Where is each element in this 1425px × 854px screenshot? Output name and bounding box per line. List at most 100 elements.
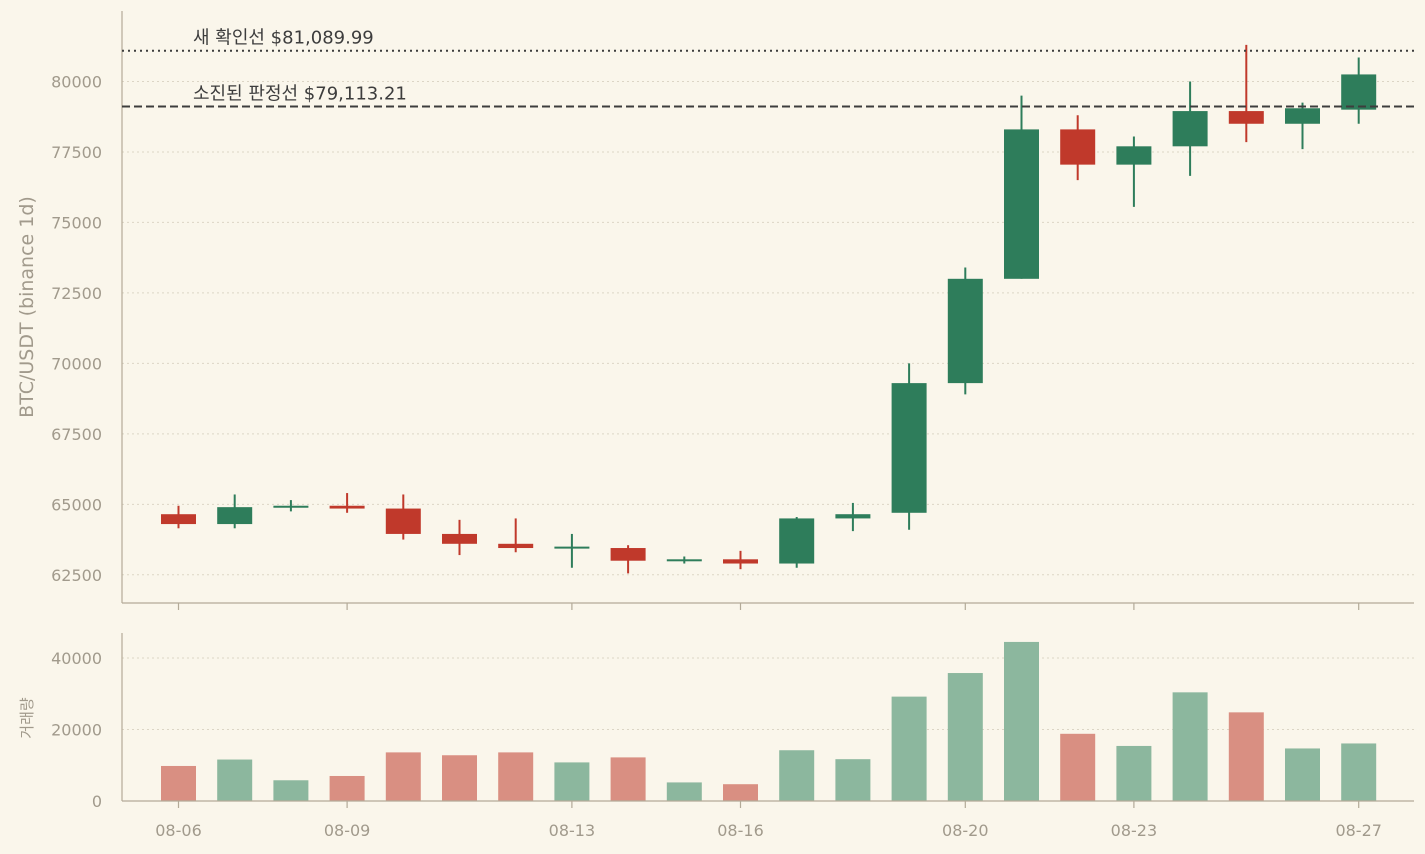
volume-bar-08-09: [329, 775, 365, 801]
candle-body: [554, 546, 590, 549]
annotation-label: 새 확인선 $81,089.99: [193, 28, 374, 49]
price-y-label: BTC/USDT (binance 1d): [16, 196, 38, 418]
volume-bar-08-07: [217, 759, 253, 801]
candle-body: [779, 518, 815, 564]
candle-08-06: [161, 505, 196, 529]
price-y-tick-label: 70000: [51, 354, 102, 373]
candle-body: [161, 514, 196, 525]
volume-bar-08-11: [442, 755, 477, 801]
candle-body: [947, 278, 983, 384]
candle-body: [610, 548, 646, 561]
volume-y-tick-label: 0: [92, 792, 102, 811]
volume-bar-08-10: [385, 752, 421, 801]
candle-body: [498, 543, 534, 549]
candle-08-23: [1116, 136, 1152, 207]
candle-body: [1285, 108, 1320, 124]
price-y-tick-label: 72500: [51, 284, 102, 303]
price-y-tick-label: 77500: [51, 143, 102, 162]
price-y-tick-label: 75000: [51, 213, 102, 232]
volume-bar-08-19: [891, 696, 927, 801]
candle-08-09: [329, 493, 365, 513]
candle-08-18: [835, 502, 871, 532]
candle-08-17: [779, 517, 815, 568]
candle-08-19: [891, 363, 927, 530]
candle-08-11: [442, 519, 477, 556]
volume-y-tick-label: 20000: [51, 721, 102, 740]
volume-y-label: 거래량: [18, 697, 36, 739]
volume-bar-08-08: [273, 780, 309, 801]
candle-08-12: [498, 518, 534, 553]
volume-bar-08-23: [1116, 745, 1152, 801]
candle-08-08: [273, 500, 309, 512]
candle-body: [273, 505, 309, 508]
volume-bar-08-14: [610, 757, 646, 801]
volume-bar-08-27: [1341, 743, 1377, 801]
volume-y-tick-label: 40000: [51, 649, 102, 668]
candle-body: [666, 559, 702, 562]
candle-body: [1004, 129, 1039, 279]
volume-bar-08-12: [498, 752, 534, 801]
candle-08-07: [217, 494, 253, 529]
candle-body: [891, 383, 927, 513]
candle-08-21: [1004, 95, 1039, 279]
volume-bar-08-26: [1285, 748, 1320, 801]
candle-08-25: [1228, 44, 1264, 143]
volume-grid: [122, 657, 1414, 731]
candles: [161, 44, 1377, 574]
candle-08-26: [1285, 102, 1320, 150]
price-x-ticks: [177, 603, 1360, 610]
candle-body: [442, 533, 477, 544]
volume-bar-08-17: [779, 750, 815, 801]
x-tick-label: 08-09: [324, 821, 371, 840]
candle-body: [1341, 74, 1377, 110]
volume-x-ticks: 08-06 08-09 08-13 08-16 08-20 08-23 08-27: [155, 801, 1382, 840]
price-y-tick-label: 67500: [51, 425, 102, 444]
candle-body: [723, 559, 758, 564]
volume-bars: [161, 641, 1377, 801]
annotations: 새 확인선 $81,089.99 소진된 판정선 $79,113.21: [122, 28, 1414, 108]
x-tick-label: 08-20: [942, 821, 989, 840]
candle-08-22: [1060, 115, 1096, 181]
candle-body: [385, 508, 421, 534]
volume-bar-08-21: [1004, 641, 1039, 801]
candle-body: [1060, 129, 1096, 165]
candle-08-20: [947, 267, 983, 395]
price-y-tick-label: 65000: [51, 495, 102, 514]
volume-bar-08-15: [666, 782, 702, 801]
price-y-tick-label: 62500: [51, 566, 102, 585]
candle-body: [329, 505, 365, 509]
candle-body: [217, 507, 253, 525]
annotation-label: 소진된 판정선 $79,113.21: [193, 83, 407, 104]
x-tick-label: 08-13: [549, 821, 596, 840]
candle-body: [1172, 111, 1208, 147]
candle-body: [1116, 146, 1152, 165]
candle-08-15: [666, 556, 702, 564]
volume-y-ticks: 0 20000 40000: [51, 649, 102, 811]
candle-body: [835, 514, 871, 519]
x-tick-label: 08-23: [1111, 821, 1158, 840]
price-y-ticks: 62500 65000 67500 70000 72500 75000 77500 80000: [51, 72, 102, 584]
volume-bar-08-24: [1172, 692, 1208, 801]
candle-08-27: [1341, 57, 1377, 124]
volume-bar-08-18: [835, 759, 871, 801]
candle-08-10: [385, 494, 421, 540]
x-tick-label: 08-16: [717, 821, 764, 840]
volume-bar-08-06: [161, 765, 196, 801]
price-y-tick-label: 80000: [51, 72, 102, 91]
volume-bar-08-13: [554, 762, 590, 801]
volume-bar-08-22: [1060, 733, 1096, 801]
x-tick-label: 08-27: [1335, 821, 1382, 840]
candle-08-24: [1172, 81, 1208, 176]
price-panel: 62500 65000 67500 70000 72500 75000 77500 80000…: [16, 11, 1414, 610]
candle-08-16: [723, 550, 758, 570]
candle-08-13: [554, 533, 590, 568]
candle-08-14: [610, 545, 646, 574]
volume-bar-08-25: [1228, 712, 1264, 801]
volume-bar-08-16: [723, 784, 758, 801]
x-tick-label: 08-06: [155, 821, 202, 840]
candle-body: [1228, 111, 1264, 124]
volume-bar-08-20: [947, 673, 983, 801]
price-grid: [122, 80, 1414, 576]
